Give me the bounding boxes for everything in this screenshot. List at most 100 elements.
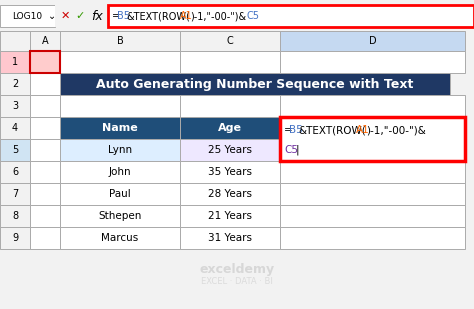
Bar xyxy=(280,117,465,139)
Text: 7: 7 xyxy=(12,189,18,199)
Bar xyxy=(60,227,180,249)
Bar xyxy=(0,117,30,139)
Text: A1: A1 xyxy=(356,125,370,135)
Bar xyxy=(60,51,180,73)
Bar xyxy=(180,95,280,117)
Bar xyxy=(30,31,60,51)
Text: C5: C5 xyxy=(284,145,298,155)
Bar xyxy=(180,205,280,227)
Text: 35 Years: 35 Years xyxy=(208,167,252,177)
Text: LOG10: LOG10 xyxy=(12,11,42,20)
Bar xyxy=(280,117,465,161)
Text: ✓: ✓ xyxy=(75,11,85,21)
Bar xyxy=(0,5,55,27)
Bar xyxy=(0,139,30,161)
Bar xyxy=(30,73,60,95)
Bar xyxy=(60,161,180,183)
Text: ✕: ✕ xyxy=(60,11,70,21)
Text: =: = xyxy=(112,11,120,21)
Bar xyxy=(280,205,465,227)
Bar xyxy=(280,161,465,183)
Bar xyxy=(180,183,280,205)
Bar xyxy=(180,117,280,139)
Bar xyxy=(0,205,30,227)
Bar xyxy=(0,31,30,51)
Bar xyxy=(280,51,465,73)
Bar xyxy=(180,31,280,51)
Text: )-1,"-00-")&: )-1,"-00-")& xyxy=(366,125,426,135)
Bar xyxy=(180,51,280,73)
Text: 6: 6 xyxy=(12,167,18,177)
Bar xyxy=(108,5,474,27)
Bar xyxy=(30,139,60,161)
Bar xyxy=(180,139,280,161)
Bar xyxy=(280,95,465,117)
Bar xyxy=(60,183,180,205)
Bar xyxy=(60,117,180,139)
Bar xyxy=(280,227,465,249)
Bar xyxy=(280,31,465,51)
Text: ⌄: ⌄ xyxy=(48,11,56,21)
Text: 28 Years: 28 Years xyxy=(208,189,252,199)
Text: Age: Age xyxy=(218,123,242,133)
Text: fx: fx xyxy=(91,10,103,23)
Text: Serial Number: Serial Number xyxy=(328,123,417,133)
Text: &TEXT(ROW(: &TEXT(ROW( xyxy=(298,125,366,135)
Text: Paul: Paul xyxy=(109,189,131,199)
Bar xyxy=(60,95,180,117)
Bar xyxy=(30,183,60,205)
Bar xyxy=(0,51,30,73)
Bar xyxy=(30,117,60,139)
Bar xyxy=(60,73,450,95)
Text: Lynn: Lynn xyxy=(108,145,132,155)
Bar xyxy=(0,183,30,205)
Bar xyxy=(60,139,180,161)
Text: C: C xyxy=(227,36,233,46)
Text: Auto Generating Number Sequence with Text: Auto Generating Number Sequence with Tex… xyxy=(96,78,414,91)
Text: Sthepen: Sthepen xyxy=(98,211,142,221)
Bar xyxy=(30,51,60,73)
Bar xyxy=(30,205,60,227)
Bar xyxy=(30,227,60,249)
Text: 31 Years: 31 Years xyxy=(208,233,252,243)
Text: Marcus: Marcus xyxy=(101,233,138,243)
Bar xyxy=(30,161,60,183)
Text: John: John xyxy=(109,167,131,177)
Text: A: A xyxy=(42,36,48,46)
Text: exceldemy: exceldemy xyxy=(200,263,274,276)
Text: 8: 8 xyxy=(12,211,18,221)
Bar xyxy=(180,117,280,139)
Text: Name: Name xyxy=(102,123,138,133)
Bar xyxy=(280,117,465,139)
Bar xyxy=(30,51,60,73)
Bar xyxy=(60,117,180,139)
Text: =: = xyxy=(284,125,293,135)
Bar xyxy=(0,227,30,249)
Bar xyxy=(180,227,280,249)
Bar xyxy=(0,95,30,117)
Text: 21 Years: 21 Years xyxy=(208,211,252,221)
Bar xyxy=(280,161,465,183)
Bar xyxy=(180,161,280,183)
Text: 4: 4 xyxy=(12,123,18,133)
Bar xyxy=(0,161,30,183)
Bar xyxy=(280,139,465,161)
Text: B5: B5 xyxy=(289,125,303,135)
Text: )-1,"-00-")&: )-1,"-00-")& xyxy=(190,11,246,21)
Bar xyxy=(60,73,450,95)
Bar xyxy=(280,183,465,205)
Text: |: | xyxy=(296,145,300,155)
Text: B5: B5 xyxy=(117,11,130,21)
Text: EXCEL · DATA · BI: EXCEL · DATA · BI xyxy=(201,277,273,286)
Text: 3: 3 xyxy=(12,101,18,111)
Text: A1: A1 xyxy=(180,11,193,21)
Text: 1: 1 xyxy=(12,57,18,67)
Text: C5: C5 xyxy=(247,11,260,21)
Bar xyxy=(0,73,30,95)
Text: 25 Years: 25 Years xyxy=(208,145,252,155)
Text: 9: 9 xyxy=(12,233,18,243)
Text: B: B xyxy=(117,36,123,46)
Bar xyxy=(60,31,180,51)
Text: D: D xyxy=(369,36,376,46)
Text: 5: 5 xyxy=(12,145,18,155)
